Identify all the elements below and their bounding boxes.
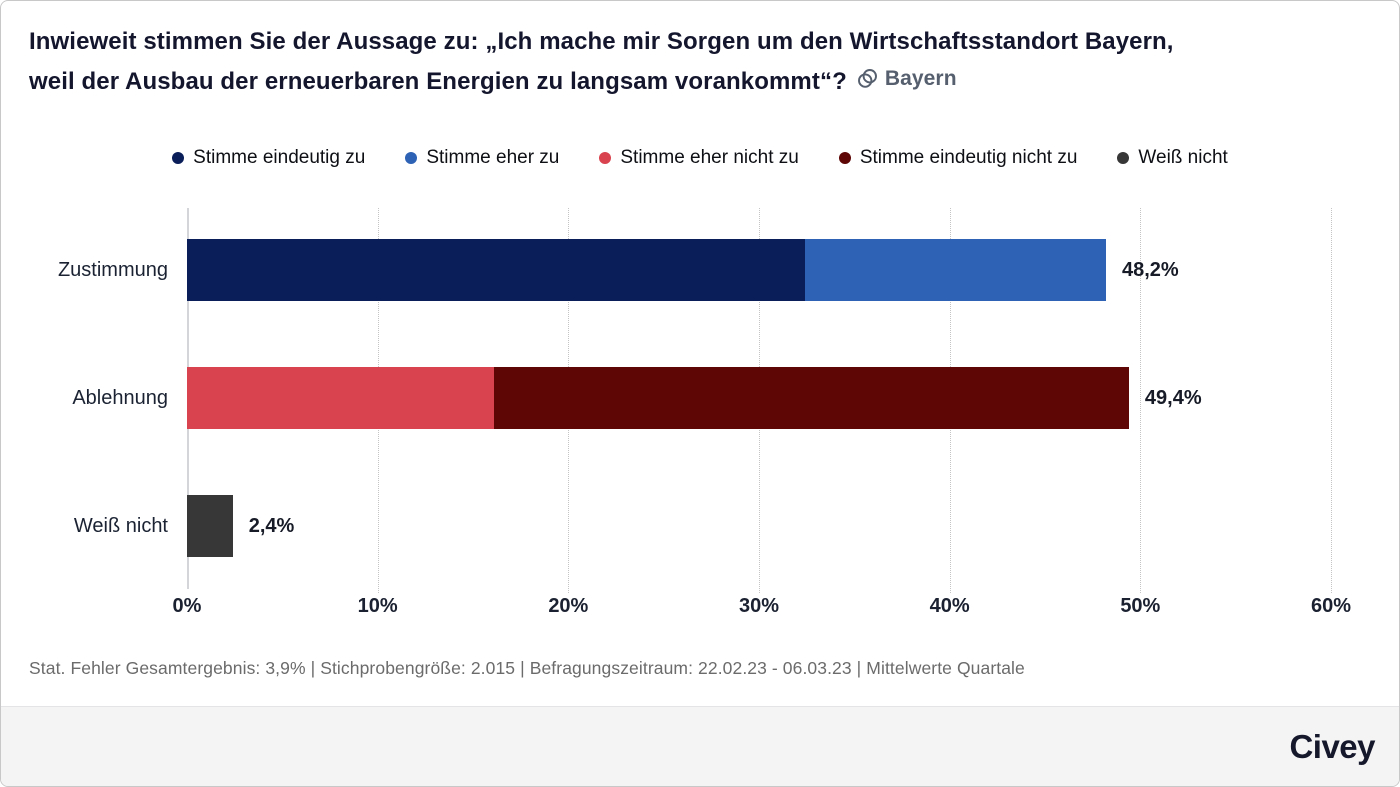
gridline (1331, 208, 1332, 593)
gridline (1140, 208, 1142, 593)
bar-segment[interactable] (187, 367, 494, 429)
x-axis-label: 60% (1310, 595, 1352, 617)
x-axis-label: 20% (548, 595, 589, 617)
overlapping-circles-icon (857, 69, 877, 88)
legend-dot-icon (405, 152, 418, 164)
bar-segment[interactable] (804, 239, 1106, 301)
bar-segment[interactable] (187, 239, 805, 301)
legend-dot-icon (838, 152, 851, 164)
survey-stats: Stat. Fehler Gesamtergebnis: 3,9% | Stic… (29, 658, 1025, 678)
region-filter-chip[interactable]: Bayern (857, 60, 957, 97)
legend-item[interactable]: Stimme eher zu (405, 147, 559, 169)
bar-segment[interactable] (187, 495, 233, 557)
legend-label: Stimme eher nicht zu (620, 147, 799, 168)
x-axis-label: 40% (929, 595, 970, 617)
category-label: Zustimmung (57, 259, 168, 281)
legend-label: Stimme eindeutig zu (193, 147, 366, 168)
legend-label: Stimme eher zu (426, 147, 560, 168)
legend-item[interactable]: Stimme eindeutig nicht zu (838, 147, 1078, 169)
value-label: 2,4% (248, 515, 295, 537)
category-label: Weiß nicht (73, 515, 168, 537)
bar-segment[interactable] (493, 367, 1129, 429)
legend-label: Stimme eindeutig nicht zu (859, 147, 1078, 168)
legend-dot-icon (1117, 152, 1130, 164)
legend-item[interactable]: Weiß nicht (1117, 147, 1228, 169)
x-axis-label: 30% (738, 595, 780, 617)
brand-bar: Civey (1, 706, 1399, 786)
civey-logo[interactable]: Civey (1289, 727, 1375, 765)
legend-item[interactable]: Stimme eindeutig zu (172, 147, 365, 169)
value-label: 48,2% (1122, 259, 1179, 281)
legend-dot-icon (172, 152, 185, 164)
question-title-line1: Inwieweit stimmen Sie der Aussage zu: „I… (29, 28, 1174, 55)
question-title-line2: weil der Ausbau der erneuerbaren Energie… (29, 60, 1375, 100)
x-axis-label: 50% (1120, 595, 1161, 617)
legend-dot-icon (599, 152, 612, 164)
legend-label: Weiß nicht (1138, 147, 1228, 168)
x-axis-label: 0% (172, 595, 202, 617)
legend-item[interactable]: Stimme eher nicht zu (599, 147, 799, 169)
x-axis-label: 10% (357, 595, 398, 617)
legend: Stimme eindeutig zu Stimme eher zu Stimme … (31, 142, 1369, 174)
page-title: Inwieweit stimmen Sie der Aussage zu: „I… (29, 23, 1375, 100)
category-label: Ablehnung (72, 387, 168, 409)
value-label: 49,4% (1144, 387, 1202, 409)
region-label: Bayern (884, 67, 957, 90)
